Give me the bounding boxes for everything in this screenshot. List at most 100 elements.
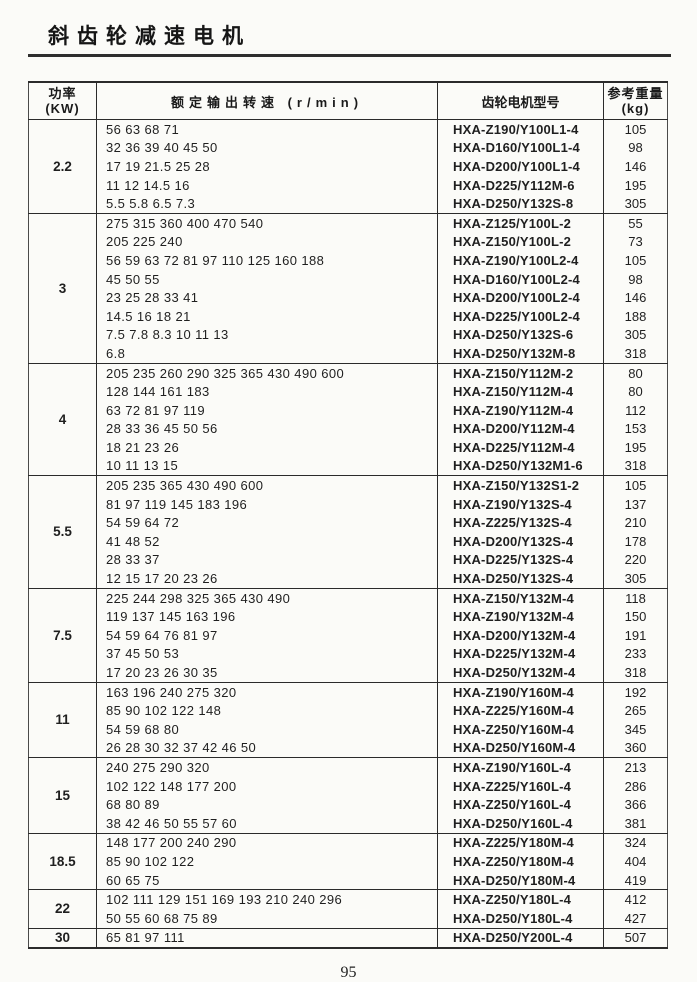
- header-power-unit: (KW): [45, 101, 80, 116]
- table-row: 205 225 240 HXA-Z150/Y100L-2 73: [29, 232, 668, 252]
- page-title: 斜齿轮减速电机: [48, 25, 251, 48]
- table-row: 5.5 205 235 365 430 490 600 HXA-Z150/Y132S…: [28, 475, 668, 589]
- table-row: 85 90 102 122 HXA-Z250/Y180M-4 404: [29, 852, 668, 871]
- speed-cell: 68 80 89: [96, 795, 438, 814]
- table-row: 50 55 60 68 75 89 HXA-D250/Y180L-4 427: [29, 908, 668, 929]
- table-row: 18.5 148 177 200 240 290 HXA-Z225/Y180M-4 3…: [28, 832, 668, 890]
- speed-cell: 56 63 68 71: [96, 118, 438, 139]
- speed-cell: 14.5 16 18 21: [96, 306, 438, 326]
- weight-cell: 305: [624, 196, 647, 212]
- model-cell: HXA-Z150/Y112M-4: [437, 382, 604, 401]
- table-header: 功率 (KW) 额定输出转速 (r/min) 齿轮电机型号 参考重量 (kg): [28, 82, 668, 120]
- model-cell: HXA-D200/Y112M-4: [437, 419, 604, 439]
- header-weight-label: 参考重量: [607, 86, 664, 101]
- speed-cell: 7.5 7.8 8.3 10 11 13: [96, 325, 438, 345]
- speed-cell: 240 275 290 320: [96, 757, 438, 777]
- header-model: 齿轮电机型号: [437, 82, 604, 120]
- power-cell: 22: [28, 889, 97, 929]
- power-cell: 15: [28, 757, 97, 834]
- table-row: 81 97 119 145 183 196 HXA-Z190/Y132S-4 137: [29, 494, 668, 514]
- model-cell: HXA-Z190/Y132S-4: [437, 494, 604, 514]
- speed-cell: 85 90 102 122 148: [96, 701, 438, 720]
- model-cell: HXA-Z150/Y132M-4: [437, 587, 604, 608]
- weight-cell: 146: [624, 290, 647, 306]
- weight-cell: 178: [624, 533, 647, 549]
- weight-cell: 188: [624, 308, 647, 324]
- speed-cell: 275 315 360 400 470 540: [96, 212, 438, 233]
- weight-cell: 146: [624, 158, 647, 174]
- table-row: 128 144 161 183 HXA-Z150/Y112M-4 80: [29, 382, 668, 401]
- table-row: 37 45 50 53 HXA-D225/Y132M-4 233: [29, 644, 668, 664]
- model-cell: HXA-D250/Y160M-4: [437, 738, 604, 758]
- speed-cell: 11 12 14.5 16: [96, 175, 438, 195]
- weight-cell: 105: [603, 118, 668, 139]
- table-row: 11 163 196 240 275 320 HXA-Z190/Y160M-4 192: [28, 681, 668, 758]
- weight-cell: 98: [628, 271, 643, 287]
- weight-cell: 195: [624, 439, 647, 455]
- speed-cell: 205 225 240: [96, 232, 438, 252]
- speed-cell: 28 33 37: [96, 550, 438, 570]
- speed-cell: 45 50 55: [96, 269, 438, 289]
- speed-cell: 10 11 13 15: [96, 456, 438, 476]
- weight-cell: 412: [603, 889, 668, 909]
- model-cell: HXA-Z250/Y160L-4: [437, 795, 604, 814]
- model-cell: HXA-Z190/Y112M-4: [437, 400, 604, 420]
- speed-cell: 32 36 39 40 45 50: [96, 138, 438, 158]
- document-header: 斜齿轮减速电机: [28, 0, 671, 57]
- gear-motor-spec-table: 功率 (KW) 额定输出转速 (r/min) 齿轮电机型号 参考重量 (kg) …: [28, 81, 668, 950]
- weight-cell: 105: [603, 475, 668, 495]
- speed-cell: 119 137 145 163 196: [96, 607, 438, 627]
- power-cell: 5.5: [28, 475, 97, 589]
- speed-cell: 37 45 50 53: [96, 644, 438, 664]
- model-cell: HXA-Z125/Y100L-2: [437, 212, 604, 233]
- speed-cell: 5.5 5.8 6.5 7.3: [96, 194, 438, 214]
- weight-cell: 318: [624, 345, 647, 361]
- table-row: 102 122 148 177 200 HXA-Z225/Y160L-4 286: [29, 776, 668, 796]
- table-row: 54 59 68 80 HXA-Z250/Y160M-4 345: [29, 720, 668, 739]
- speed-cell: 128 144 161 183: [96, 382, 438, 401]
- model-cell: HXA-D250/Y132M-4: [437, 663, 604, 683]
- table-row: 6.8 HXA-D250/Y132M-8 318: [29, 344, 668, 364]
- speed-cell: 102 122 148 177 200: [96, 776, 438, 796]
- model-cell: HXA-Z225/Y132S-4: [437, 513, 604, 533]
- table-row: 41 48 52 HXA-D200/Y132S-4 178: [29, 532, 668, 551]
- power-cell: 30: [28, 927, 97, 949]
- table-row: 54 59 64 72 HXA-Z225/Y132S-4 210: [29, 513, 668, 533]
- header-weight: 参考重量 (kg): [603, 82, 668, 120]
- table-row: 7.5 7.8 8.3 10 11 13 HXA-D250/Y132S-6 305: [29, 325, 668, 345]
- table-row: 17 19 21.5 25 28 HXA-D200/Y100L1-4 146: [29, 157, 668, 176]
- power-cell: 7.5: [28, 587, 97, 683]
- weight-cell: 427: [624, 910, 647, 926]
- weight-cell: 507: [603, 927, 668, 949]
- header-weight-unit: (kg): [621, 101, 650, 116]
- model-cell: HXA-D250/Y132S-6: [437, 325, 604, 345]
- weight-cell: 191: [624, 627, 647, 643]
- model-cell: HXA-D225/Y112M-4: [437, 438, 604, 457]
- table-row: 3 275 315 360 400 470 540 HXA-Z125/Y100L-2…: [28, 212, 668, 364]
- page-number: 95: [340, 964, 357, 982]
- table-row: 119 137 145 163 196 HXA-Z190/Y132M-4 150: [29, 607, 668, 627]
- speed-cell: 163 196 240 275 320: [96, 681, 438, 702]
- model-cell: HXA-Z190/Y132M-4: [437, 607, 604, 627]
- model-cell: HXA-D250/Y132M1-6: [437, 456, 604, 476]
- model-cell: HXA-Z225/Y160M-4: [437, 701, 604, 720]
- table-row: 5.5 5.8 6.5 7.3 HXA-D250/Y132S-8 305: [29, 194, 668, 214]
- table-row: 10 11 13 15 HXA-D250/Y132M1-6 318: [29, 456, 668, 476]
- table-row: 63 72 81 97 119 HXA-Z190/Y112M-4 112: [29, 400, 668, 420]
- speed-cell: 63 72 81 97 119: [96, 400, 438, 420]
- model-cell: HXA-Z190/Y100L1-4: [437, 118, 604, 139]
- model-cell: HXA-D200/Y132S-4: [437, 532, 604, 551]
- header-power: 功率 (KW): [28, 82, 97, 120]
- table-row: 28 33 37 HXA-D225/Y132S-4 220: [29, 550, 668, 570]
- speed-cell: 54 59 68 80: [96, 720, 438, 739]
- model-cell: HXA-Z250/Y160M-4: [437, 720, 604, 739]
- table-row: 68 80 89 HXA-Z250/Y160L-4 366: [29, 795, 668, 814]
- model-cell: HXA-D200/Y100L2-4: [437, 288, 604, 307]
- speed-cell: 81 97 119 145 183 196: [96, 494, 438, 514]
- weight-cell: 73: [628, 234, 643, 250]
- speed-cell: 12 15 17 20 23 26: [96, 569, 438, 589]
- weight-cell: 112: [625, 402, 646, 418]
- power-cell: 2.2: [28, 119, 97, 214]
- weight-cell: 324: [603, 832, 668, 853]
- model-cell: HXA-Z225/Y180M-4: [437, 832, 604, 853]
